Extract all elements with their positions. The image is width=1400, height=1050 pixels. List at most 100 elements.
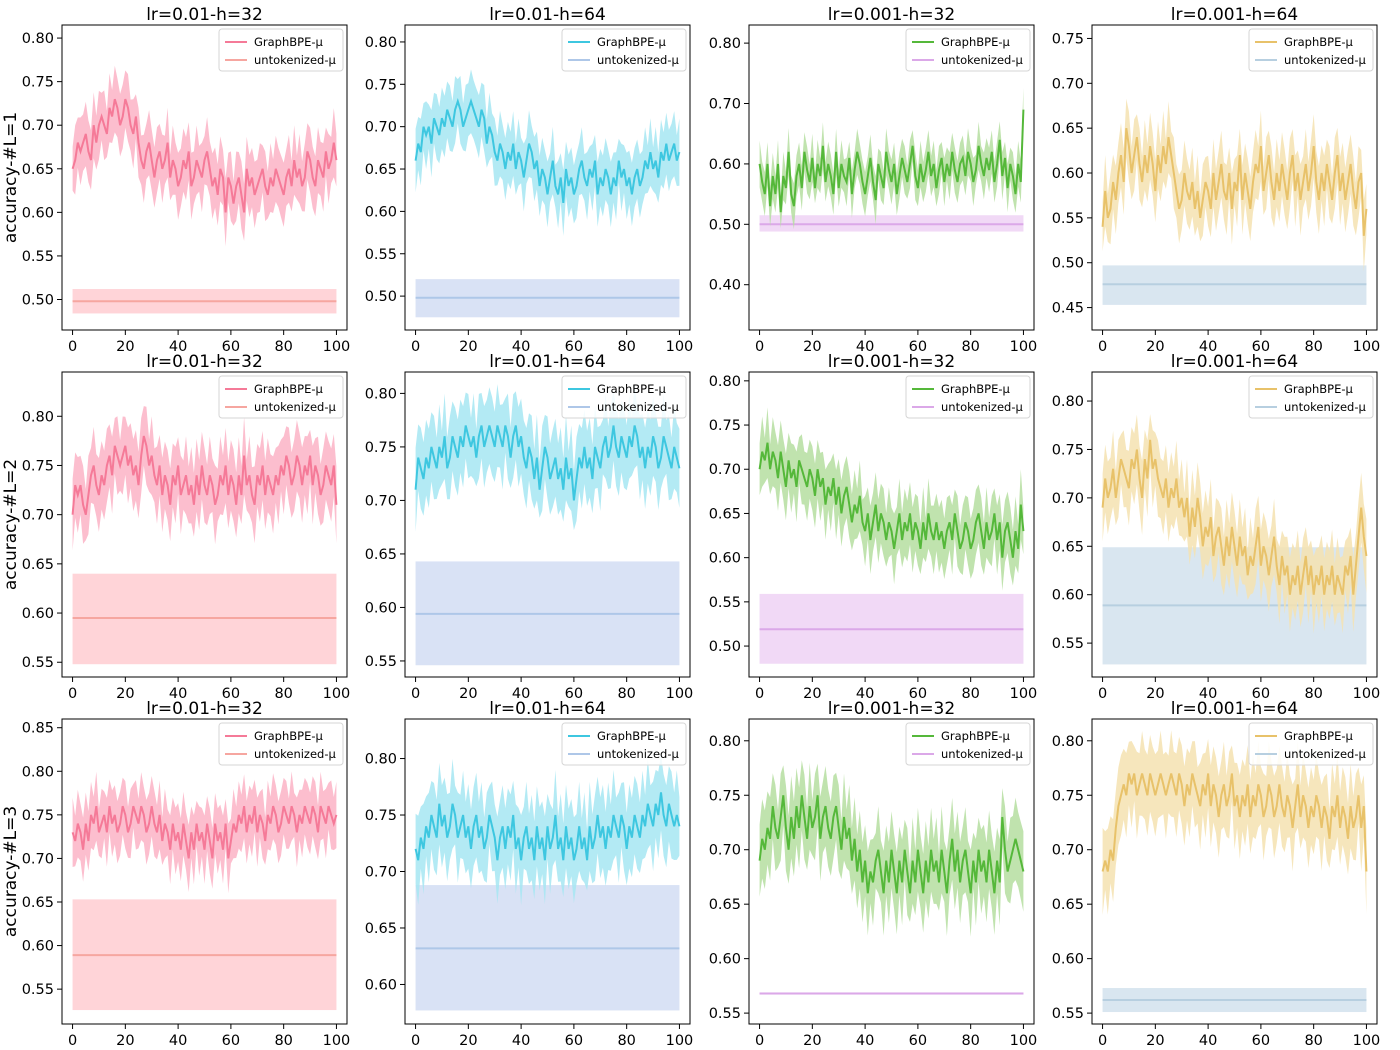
chart-title: lr=0.01-h=64 bbox=[489, 352, 606, 372]
y-tick-label: 0.80 bbox=[1052, 734, 1084, 750]
y-tick-label: 0.55 bbox=[709, 1006, 741, 1022]
untokenized-band bbox=[415, 885, 680, 1011]
legend-box bbox=[905, 722, 1031, 766]
legend-box bbox=[218, 375, 344, 419]
chart-title: lr=0.001-h=64 bbox=[1171, 5, 1298, 25]
y-tick-label: 0.70 bbox=[22, 118, 54, 134]
legend: GraphBPE-μ untokenized-μ bbox=[561, 375, 687, 419]
axes-frame bbox=[748, 371, 1035, 678]
y-tick-label: 0.65 bbox=[709, 506, 741, 522]
x-tick-label: 100 bbox=[323, 1033, 351, 1049]
chart-title: lr=0.001-h=32 bbox=[828, 5, 955, 25]
y-tick-label: 0.60 bbox=[365, 600, 397, 616]
y-tick-label: 0.55 bbox=[365, 247, 397, 263]
graphbpe-mean-line bbox=[414, 425, 681, 501]
x-tick-label: 80 bbox=[617, 1033, 635, 1049]
graphbpe-band bbox=[759, 760, 1024, 937]
x-tick-label: 0 bbox=[68, 1033, 77, 1049]
x-tick-label: 40 bbox=[856, 339, 874, 355]
y-tick-label: 0.70 bbox=[365, 120, 397, 136]
x-tick-label: 60 bbox=[222, 686, 240, 702]
legend-box bbox=[218, 722, 344, 766]
x-tick-label: 0 bbox=[1098, 1033, 1107, 1049]
x-tick-label: 20 bbox=[1146, 686, 1164, 702]
y-tick-label: 0.65 bbox=[709, 897, 741, 913]
graphbpe-band bbox=[759, 407, 1024, 591]
y-tick-label: 0.55 bbox=[1052, 211, 1084, 227]
x-tick-label: 100 bbox=[323, 339, 351, 355]
y-tick-label: 0.80 bbox=[22, 31, 54, 47]
y-tick-label: 0.60 bbox=[22, 939, 54, 955]
legend-box bbox=[905, 28, 1031, 72]
x-tick-label: 80 bbox=[961, 1033, 979, 1049]
y-tick-label: 0.70 bbox=[1052, 76, 1084, 92]
y-tick-label: 0.65 bbox=[22, 557, 54, 573]
x-tick-label: 40 bbox=[1199, 686, 1217, 702]
y-tick-label: 0.60 bbox=[365, 977, 397, 993]
x-tick-label: 60 bbox=[1252, 686, 1270, 702]
x-tick-label: 0 bbox=[68, 686, 77, 702]
graphbpe-mean-line bbox=[71, 98, 338, 213]
legend: GraphBPE-μ untokenized-μ bbox=[905, 28, 1031, 72]
x-tick-label: 100 bbox=[1010, 339, 1038, 355]
plot-area bbox=[71, 406, 338, 665]
legend-label: GraphBPE-μ bbox=[941, 382, 1011, 396]
graphbpe-mean-line bbox=[71, 435, 338, 515]
y-tick-label: 0.75 bbox=[22, 458, 54, 474]
plot-area bbox=[71, 65, 338, 314]
y-tick-label: 0.80 bbox=[709, 374, 741, 390]
graphbpe-mean-line bbox=[758, 109, 1025, 213]
y-tick-label: 0.60 bbox=[709, 157, 741, 173]
x-tick-label: 40 bbox=[512, 339, 530, 355]
y-tick-label: 0.60 bbox=[22, 606, 54, 622]
legend: GraphBPE-μ untokenized-μ bbox=[561, 28, 687, 72]
x-tick-label: 40 bbox=[169, 686, 187, 702]
y-tick-label: 0.70 bbox=[22, 508, 54, 524]
plot-area bbox=[414, 69, 681, 318]
legend-label: GraphBPE-μ bbox=[941, 729, 1011, 743]
x-tick-label: 80 bbox=[274, 1033, 292, 1049]
chart-title: lr=0.001-h=64 bbox=[1171, 699, 1298, 719]
y-tick-label: 0.55 bbox=[709, 595, 741, 611]
untokenized-band bbox=[72, 573, 337, 665]
y-tick-label: 0.80 bbox=[365, 386, 397, 402]
x-tick-label: 20 bbox=[459, 339, 477, 355]
legend-label: GraphBPE-μ bbox=[254, 729, 324, 743]
y-tick-label: 0.55 bbox=[22, 982, 54, 998]
x-tick-label: 100 bbox=[1353, 339, 1381, 355]
y-tick-label: 0.70 bbox=[22, 851, 54, 867]
y-tick-label: 0.70 bbox=[1052, 843, 1084, 859]
x-tick-label: 60 bbox=[222, 339, 240, 355]
graphbpe-mean-line bbox=[1101, 773, 1368, 872]
plot-area bbox=[1101, 730, 1368, 1013]
axes-frame bbox=[404, 371, 691, 678]
y-tick-label: 0.55 bbox=[365, 654, 397, 670]
axes-frame bbox=[748, 718, 1035, 1025]
axes-frame bbox=[1091, 371, 1378, 678]
y-tick-label: 0.75 bbox=[1052, 31, 1084, 47]
legend: GraphBPE-μ untokenized-μ bbox=[1248, 375, 1374, 419]
y-tick-label: 0.80 bbox=[709, 36, 741, 52]
x-tick-label: 0 bbox=[411, 339, 420, 355]
x-tick-label: 40 bbox=[169, 1033, 187, 1049]
y-tick-label: 0.60 bbox=[1052, 952, 1084, 968]
y-tick-label: 0.80 bbox=[1052, 394, 1084, 410]
x-tick-label: 20 bbox=[116, 686, 134, 702]
untokenized-band bbox=[759, 215, 1024, 232]
axes-frame bbox=[404, 24, 691, 331]
graphbpe-band bbox=[759, 88, 1024, 230]
axes-frame bbox=[1091, 24, 1378, 331]
legend: GraphBPE-μ untokenized-μ bbox=[1248, 722, 1374, 766]
y-tick-label: 0.50 bbox=[709, 217, 741, 233]
axes-frame bbox=[61, 24, 348, 331]
plot-area bbox=[71, 771, 338, 1011]
axes-frame bbox=[61, 371, 348, 678]
untokenized-band bbox=[72, 289, 337, 314]
graphbpe-mean-line bbox=[758, 442, 1025, 558]
